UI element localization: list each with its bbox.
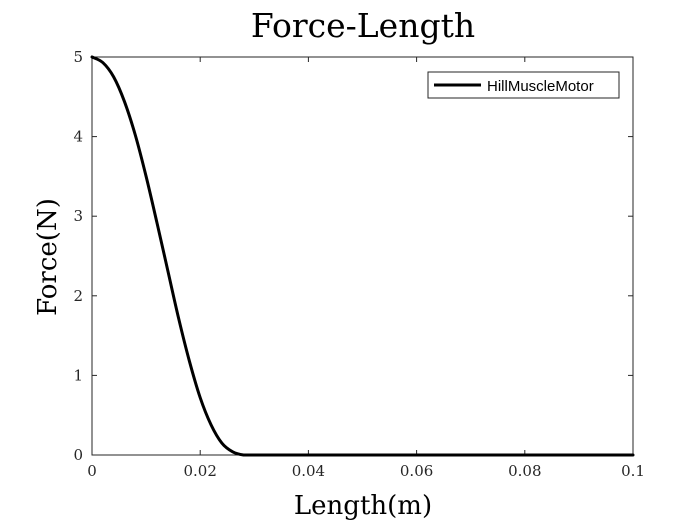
axis-ticks: 0 0.02 0.04 0.06 0.08 0.1 0 1 2 3 4 5 xyxy=(73,48,644,480)
y-tick-label: 2 xyxy=(73,287,83,305)
x-tick-label: 0.08 xyxy=(508,462,541,480)
series-line-hillmusclemotor xyxy=(90,55,635,457)
legend-label: HillMuscleMotor xyxy=(487,78,594,95)
series-layer xyxy=(90,55,635,457)
y-axis-label: Force(N) xyxy=(33,198,63,316)
chart-title: Force-Length xyxy=(251,6,475,45)
y-tick-label: 3 xyxy=(73,207,83,225)
x-tick-label: 0 xyxy=(87,462,97,480)
legend: HillMuscleMotor xyxy=(427,71,620,99)
x-tick-label: 0.04 xyxy=(292,462,325,480)
y-tick-label: 4 xyxy=(73,128,83,146)
y-tick-label: 1 xyxy=(73,366,83,384)
x-tick-label: 0.02 xyxy=(183,462,216,480)
x-tick-label: 0.06 xyxy=(400,462,433,480)
x-tick-label: 0.1 xyxy=(621,462,645,480)
y-tick-label: 0 xyxy=(73,446,83,464)
x-axis-label: Length(m) xyxy=(294,491,432,521)
y-tick-label: 5 xyxy=(73,48,83,66)
